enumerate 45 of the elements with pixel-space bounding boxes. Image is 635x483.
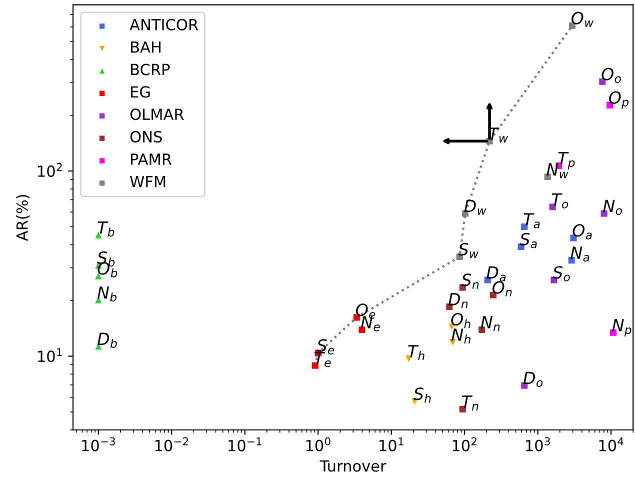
annotation: N$_{o}$ <box>603 200 622 215</box>
legend-label: PAMR <box>131 154 172 165</box>
annotation: O$_{n}$ <box>492 281 512 296</box>
annotation: N$_{n}$ <box>480 316 500 332</box>
x-tick-label: 10$^{2}$ <box>452 437 476 452</box>
annotation: D$_{b}$ <box>97 332 117 348</box>
annotation: D$_{o}$ <box>523 372 543 387</box>
annotation: N$_{a}$ <box>570 246 590 262</box>
annotation: S$_{n}$ <box>461 274 479 289</box>
annotation: N$_{h}$ <box>452 328 470 344</box>
legend-label: ANTICOR <box>130 18 198 30</box>
legend-label: BCRP <box>131 64 170 76</box>
x-tick-label: 10$^{0}$ <box>306 437 330 452</box>
x-tick-label: 10$^{−1}$ <box>228 437 262 452</box>
annotation: T$_{o}$ <box>552 193 568 208</box>
x-tick-label: 10$^{3}$ <box>526 437 550 452</box>
annotation: O$_{a}$ <box>572 224 592 240</box>
x-axis-title: Turnover <box>320 460 386 472</box>
annotation: S$_{w}$ <box>458 242 479 258</box>
annotation: O$_{o}$ <box>602 68 621 84</box>
legend-label: OLMAR <box>130 108 184 120</box>
legend-label: ONS <box>130 130 162 143</box>
annotation: O$_{h}$ <box>451 312 470 328</box>
x-tick-label: 10$^{−3}$ <box>82 437 115 452</box>
annotation: O$_{w}$ <box>572 12 594 27</box>
annotation: O$_{p}$ <box>609 91 629 109</box>
annotation: D$_{w}$ <box>464 200 486 215</box>
y-axis-title: AR(%) <box>16 194 30 241</box>
annotation: S$_{a}$ <box>520 232 537 248</box>
annotation: T$_{h}$ <box>408 345 424 360</box>
legend-label: BAH <box>131 41 160 53</box>
annotation: D$_{n}$ <box>448 293 468 308</box>
annotation: S$_{h}$ <box>414 388 431 403</box>
legend-label: EG <box>131 86 150 98</box>
x-tick-label: 10$^{4}$ <box>599 437 624 452</box>
annotation: T$_{a}$ <box>524 213 540 228</box>
annotation: T$_{n}$ <box>462 396 478 410</box>
x-tick-label: 10$^{1}$ <box>380 437 404 452</box>
annotation: D$_{a}$ <box>486 266 506 282</box>
annotation: T$_{b}$ <box>98 222 114 237</box>
legend-label: WFM <box>130 176 166 188</box>
x-tick-label: 10$^{−2}$ <box>155 437 188 452</box>
annotation: S$_{o}$ <box>552 266 570 282</box>
annotation: N$_{p}$ <box>612 319 632 336</box>
annotation: N$_{b}$ <box>97 286 117 302</box>
